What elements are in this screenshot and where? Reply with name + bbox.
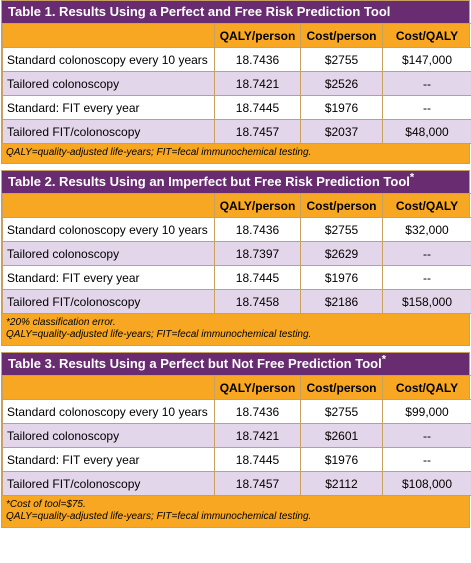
table-title: Table 2. Results Using an Imperfect but … [2, 171, 469, 193]
row-label: Tailored FIT/colonoscopy [2, 119, 215, 144]
header-cell-empty [2, 23, 215, 48]
table-footnote: QALY=quality-adjusted life-years; FIT=fe… [2, 144, 469, 163]
qaly-value: 18.7458 [214, 289, 301, 314]
table-row: Standard colonoscopy every 10 years 18.7… [2, 399, 471, 424]
qaly-value: 18.7445 [214, 95, 301, 120]
footnote-abbreviations: QALY=quality-adjusted life-years; FIT=fe… [6, 329, 312, 340]
table-row: Standard colonoscopy every 10 years 18.7… [2, 47, 471, 72]
header-row: QALY/person Cost/person Cost/QALY [2, 193, 471, 218]
header-cost-qaly: Cost/QALY [382, 375, 471, 400]
header-cell-empty [2, 375, 215, 400]
cost-person-value: $2755 [300, 47, 383, 72]
cost-qaly-value: $32,000 [382, 217, 471, 242]
cost-qaly-value: -- [382, 241, 471, 266]
cost-person-value: $2526 [300, 71, 383, 96]
table-row: Standard: FIT every year 18.7445 $1976 -… [2, 447, 471, 472]
table-row: Tailored colonoscopy 18.7421 $2601 -- [2, 423, 471, 448]
table-row: Tailored FIT/colonoscopy 18.7458 $2186 $… [2, 289, 471, 314]
row-label: Tailored colonoscopy [2, 423, 215, 448]
header-cost-qaly: Cost/QALY [382, 193, 471, 218]
cost-person-value: $2112 [300, 471, 383, 496]
cost-person-value: $1976 [300, 265, 383, 290]
row-label: Tailored FIT/colonoscopy [2, 471, 215, 496]
qaly-value: 18.7397 [214, 241, 301, 266]
cost-qaly-value: -- [382, 265, 471, 290]
cost-person-value: $2629 [300, 241, 383, 266]
header-qaly: QALY/person [214, 375, 301, 400]
table-row: Tailored colonoscopy 18.7421 $2526 -- [2, 71, 471, 96]
header-cost-person: Cost/person [300, 23, 383, 48]
header-cost-person: Cost/person [300, 375, 383, 400]
row-label: Standard: FIT every year [2, 447, 215, 472]
qaly-value: 18.7445 [214, 265, 301, 290]
cost-qaly-value: -- [382, 95, 471, 120]
qaly-value: 18.7436 [214, 47, 301, 72]
cost-qaly-value: $147,000 [382, 47, 471, 72]
table-title: Table 1. Results Using a Perfect and Fre… [2, 1, 469, 23]
cost-person-value: $2755 [300, 399, 383, 424]
cost-person-value: $1976 [300, 447, 383, 472]
header-qaly: QALY/person [214, 23, 301, 48]
row-label: Tailored colonoscopy [2, 241, 215, 266]
row-label: Standard colonoscopy every 10 years [2, 399, 215, 424]
header-cell-empty [2, 193, 215, 218]
footnote-cost-of-tool: *Cost of tool=$75. [6, 499, 86, 510]
cost-qaly-value: -- [382, 423, 471, 448]
results-table-3: Table 3. Results Using a Perfect but Not… [1, 352, 471, 528]
cost-qaly-value: $158,000 [382, 289, 471, 314]
header-row: QALY/person Cost/person Cost/QALY [2, 23, 471, 48]
header-cost-qaly: Cost/QALY [382, 23, 471, 48]
results-table-1: Table 1. Results Using a Perfect and Fre… [1, 0, 471, 164]
table-footnote: *Cost of tool=$75. QALY=quality-adjusted… [2, 496, 469, 527]
cost-qaly-value: $108,000 [382, 471, 471, 496]
header-row: QALY/person Cost/person Cost/QALY [2, 375, 471, 400]
header-qaly: QALY/person [214, 193, 301, 218]
data-table: QALY/person Cost/person Cost/QALY Standa… [2, 193, 471, 314]
table-row: Tailored FIT/colonoscopy 18.7457 $2037 $… [2, 119, 471, 144]
data-table: QALY/person Cost/person Cost/QALY Standa… [2, 375, 471, 496]
footnote-error: *20% classification error. [6, 317, 116, 328]
table-row: Tailored colonoscopy 18.7397 $2629 -- [2, 241, 471, 266]
results-table-2: Table 2. Results Using an Imperfect but … [1, 170, 471, 346]
cost-person-value: $2601 [300, 423, 383, 448]
table-row: Standard: FIT every year 18.7445 $1976 -… [2, 265, 471, 290]
cost-person-value: $2037 [300, 119, 383, 144]
qaly-value: 18.7436 [214, 399, 301, 424]
cost-person-value: $2755 [300, 217, 383, 242]
row-label: Standard colonoscopy every 10 years [2, 47, 215, 72]
cost-person-value: $1976 [300, 95, 383, 120]
row-label: Standard: FIT every year [2, 95, 215, 120]
footnote-abbreviations: QALY=quality-adjusted life-years; FIT=fe… [6, 511, 312, 522]
table-row: Standard colonoscopy every 10 years 18.7… [2, 217, 471, 242]
row-label: Tailored FIT/colonoscopy [2, 289, 215, 314]
row-label: Standard: FIT every year [2, 265, 215, 290]
header-cost-person: Cost/person [300, 193, 383, 218]
qaly-value: 18.7436 [214, 217, 301, 242]
qaly-value: 18.7421 [214, 423, 301, 448]
table-footnote: *20% classification error. QALY=quality-… [2, 314, 469, 345]
cost-qaly-value: $99,000 [382, 399, 471, 424]
qaly-value: 18.7457 [214, 119, 301, 144]
cost-qaly-value: -- [382, 71, 471, 96]
table-title: Table 3. Results Using a Perfect but Not… [2, 353, 469, 375]
data-table: QALY/person Cost/person Cost/QALY Standa… [2, 23, 471, 144]
qaly-value: 18.7457 [214, 471, 301, 496]
qaly-value: 18.7421 [214, 71, 301, 96]
qaly-value: 18.7445 [214, 447, 301, 472]
cost-qaly-value: $48,000 [382, 119, 471, 144]
cost-person-value: $2186 [300, 289, 383, 314]
row-label: Tailored colonoscopy [2, 71, 215, 96]
row-label: Standard colonoscopy every 10 years [2, 217, 215, 242]
table-row: Standard: FIT every year 18.7445 $1976 -… [2, 95, 471, 120]
footnote-abbreviations: QALY=quality-adjusted life-years; FIT=fe… [6, 147, 312, 158]
table-row: Tailored FIT/colonoscopy 18.7457 $2112 $… [2, 471, 471, 496]
cost-qaly-value: -- [382, 447, 471, 472]
